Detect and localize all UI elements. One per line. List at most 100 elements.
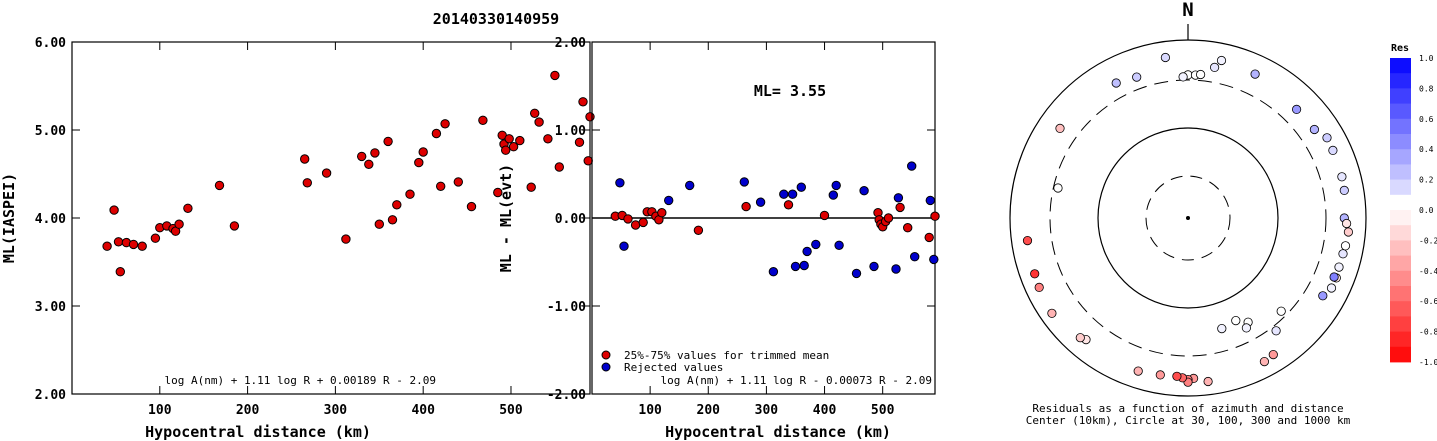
data-point bbox=[883, 213, 894, 223]
y-tick-label: 6.00 bbox=[35, 36, 66, 51]
data-point bbox=[504, 134, 514, 144]
data-point bbox=[657, 208, 667, 218]
data-point bbox=[405, 189, 415, 199]
residual-point bbox=[1231, 315, 1241, 326]
data-point bbox=[543, 134, 553, 144]
panel-ml-vs-distance: 2.00 3.00 4.00 5.00 6.00 100 200 300 400 500 log… bbox=[0, 36, 595, 441]
north-label: N bbox=[1182, 0, 1193, 21]
ring-300km bbox=[1049, 79, 1327, 357]
colorbar-cell bbox=[1390, 255, 1411, 272]
data-point bbox=[799, 260, 809, 271]
y-axis-label: ML - ML(evt) bbox=[497, 164, 515, 272]
residual-point bbox=[1022, 236, 1033, 246]
y-ticks: 2.00 3.00 4.00 5.00 6.00 bbox=[35, 36, 590, 403]
data-point bbox=[787, 189, 798, 199]
x-tick-label: 400 bbox=[411, 403, 435, 418]
data-point bbox=[530, 108, 540, 119]
data-point bbox=[895, 202, 905, 213]
residual-point bbox=[1053, 183, 1063, 193]
center-marker bbox=[1186, 216, 1190, 220]
data-point bbox=[392, 200, 402, 210]
colorbar-cell bbox=[1390, 286, 1411, 302]
colorbar-tick-label: -1.0 bbox=[1419, 358, 1437, 367]
y-tick-label: 0.00 bbox=[555, 212, 586, 227]
data-point bbox=[930, 211, 940, 221]
x-tick-label: 500 bbox=[499, 403, 523, 418]
residual-point bbox=[1241, 323, 1252, 333]
data-point bbox=[615, 178, 625, 188]
x-tick-label: 300 bbox=[324, 403, 348, 418]
data-point bbox=[619, 241, 629, 251]
y-tick-label: 3.00 bbox=[35, 300, 66, 315]
data-point bbox=[893, 193, 904, 203]
data-point bbox=[925, 195, 935, 206]
data-point bbox=[638, 217, 648, 228]
data-point bbox=[102, 241, 112, 251]
data-point bbox=[693, 225, 704, 236]
data-point bbox=[924, 232, 934, 243]
colorbar-cell bbox=[1390, 73, 1411, 89]
residual-point bbox=[1268, 349, 1278, 360]
data-point bbox=[685, 180, 695, 191]
colorbar-cell bbox=[1390, 346, 1411, 363]
colorbar-cells bbox=[1390, 58, 1411, 363]
residual-point bbox=[1250, 69, 1260, 79]
formula-label: log A(nm) + 1.11 log R - 0.00073 R - 2.0… bbox=[660, 374, 932, 387]
colorbar-title: Res bbox=[1391, 43, 1409, 54]
residual-point bbox=[1337, 172, 1347, 182]
colorbar-tick-label: 0.0 bbox=[1419, 206, 1434, 215]
colorbar-cell bbox=[1390, 240, 1411, 256]
colorbar-cell bbox=[1390, 149, 1411, 165]
residual-point bbox=[1292, 104, 1302, 115]
data-points bbox=[102, 70, 595, 277]
data-point bbox=[583, 156, 593, 166]
x-tick-label: 200 bbox=[697, 403, 721, 418]
residual-point bbox=[1055, 123, 1065, 133]
data-point bbox=[623, 214, 633, 224]
y-tick-label: 5.00 bbox=[35, 124, 66, 139]
data-point bbox=[109, 205, 119, 215]
data-point bbox=[828, 190, 838, 200]
data-point bbox=[501, 145, 511, 155]
data-point bbox=[150, 233, 161, 243]
data-point bbox=[508, 142, 519, 152]
data-point bbox=[229, 221, 240, 231]
residual-point bbox=[1155, 370, 1165, 380]
y-axis-label: ML(IASPEI) bbox=[0, 173, 18, 263]
y-ticks: -2.00 -1.00 0.00 1.00 2.00 bbox=[547, 36, 935, 403]
ring-1000km bbox=[1009, 39, 1367, 397]
data-points bbox=[610, 161, 940, 279]
residual-point bbox=[1178, 72, 1188, 82]
colorbar-cell bbox=[1390, 164, 1411, 180]
residual-point bbox=[1276, 306, 1286, 316]
data-point bbox=[370, 148, 380, 158]
data-point bbox=[585, 112, 595, 122]
data-point bbox=[790, 261, 801, 272]
data-point bbox=[929, 254, 939, 265]
data-point bbox=[755, 197, 766, 207]
residual-point bbox=[1217, 323, 1227, 334]
residual-point bbox=[1172, 371, 1182, 381]
y-tick-label: 1.00 bbox=[555, 124, 586, 139]
colorbar-cell bbox=[1390, 88, 1411, 104]
colorbar-tick-label: 0.8 bbox=[1419, 84, 1434, 93]
colorbar-cell bbox=[1390, 270, 1411, 287]
ring-100km bbox=[1097, 127, 1279, 309]
data-point bbox=[418, 147, 428, 157]
data-point bbox=[478, 115, 488, 126]
colorbar-cell bbox=[1390, 118, 1411, 135]
data-point bbox=[739, 177, 749, 187]
y-tick-label: 2.00 bbox=[35, 388, 66, 403]
data-point bbox=[779, 189, 789, 199]
colorbar-tick-label: 0.6 bbox=[1419, 115, 1434, 124]
colorbar-tick-label: -0.8 bbox=[1419, 328, 1437, 337]
data-point bbox=[453, 177, 463, 187]
residual-point bbox=[1111, 78, 1121, 88]
data-point bbox=[302, 178, 312, 188]
data-point bbox=[869, 261, 879, 272]
data-point bbox=[466, 201, 477, 212]
figure-title: 20140330140959 bbox=[433, 10, 559, 28]
data-points bbox=[1022, 52, 1354, 387]
residual-point bbox=[1328, 145, 1338, 155]
